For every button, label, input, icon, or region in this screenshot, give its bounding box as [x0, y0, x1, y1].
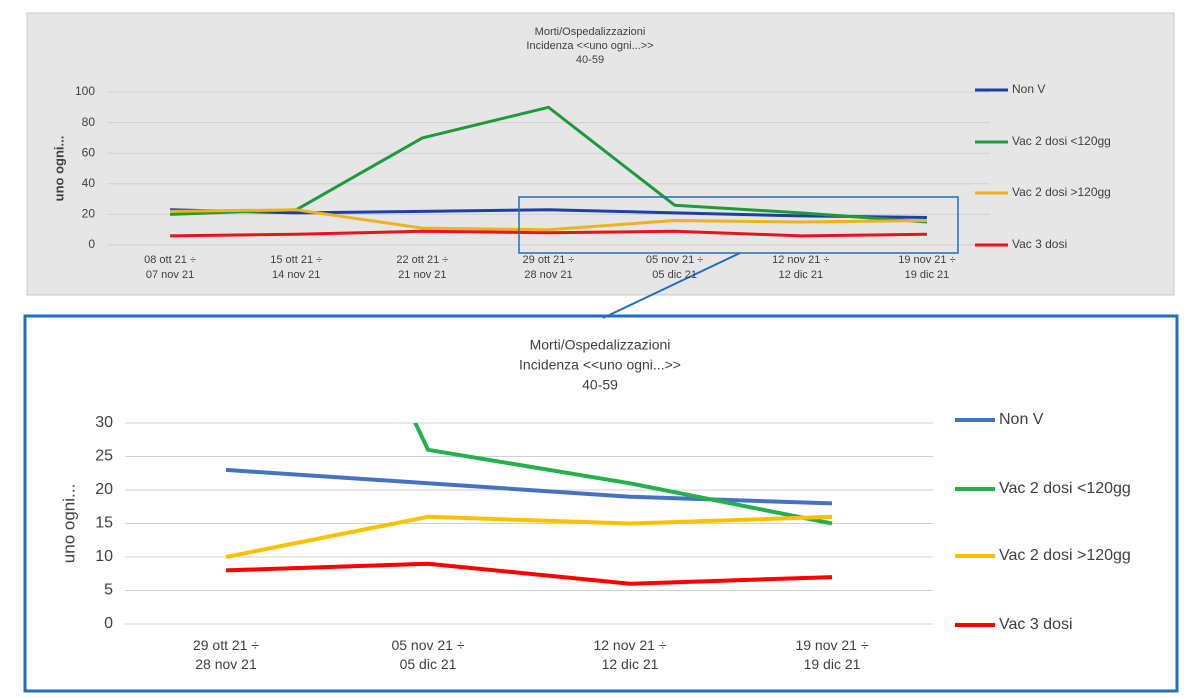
x-tick-label: 08 ott 21 ÷ 07 nov 21	[144, 254, 197, 281]
y-tick-label: 5	[104, 582, 113, 599]
x-tick-label: 12 nov 21 ÷ 12 dic 21	[772, 254, 830, 281]
chart-title: Incidenza <<uno ogni...>>	[519, 357, 681, 373]
series-line	[170, 208, 927, 232]
chart-title: Morti/Ospedalizzazioni	[535, 26, 646, 38]
legend-label: Non V	[999, 411, 1044, 428]
y-axis-label: uno ogni...	[59, 484, 78, 563]
legend-label: Vac 2 dosi <120gg	[1012, 134, 1111, 148]
series-line	[225, 514, 833, 559]
series-line	[225, 467, 833, 506]
y-axis-label: uno ogni...	[51, 136, 66, 202]
series-line	[170, 229, 927, 238]
series-line	[413, 423, 833, 526]
legend-label: Vac 2 dosi >120gg	[1012, 185, 1111, 199]
chart-title: 40-59	[582, 377, 618, 393]
legend-label: Vac 3 dosi	[999, 616, 1073, 633]
zoom-panel	[23, 314, 1179, 693]
x-tick-label: 22 ott 21 ÷ 21 nov 21	[396, 254, 449, 281]
x-tick-label: 19 nov 21 ÷ 19 dic 21	[795, 637, 869, 672]
legend-label: Non V	[1012, 82, 1045, 96]
zoom-connector	[602, 252, 741, 319]
x-tick-label: 29 ott 21 ÷ 28 nov 21	[522, 254, 575, 281]
series-line	[225, 561, 833, 586]
y-tick-label: 10	[95, 548, 113, 565]
x-tick-label: 19 nov 21 ÷ 19 dic 21	[898, 254, 956, 281]
legend-label: Vac 2 dosi >120gg	[999, 547, 1131, 564]
chart-title: Morti/Ospedalizzazioni	[530, 337, 671, 353]
y-tick-label: 20	[95, 481, 113, 498]
legend-label: Vac 3 dosi	[1012, 237, 1067, 251]
chart-title: 40-59	[576, 54, 604, 66]
plot	[225, 423, 833, 586]
y-tick-label: 15	[95, 515, 113, 532]
x-tick-label: 05 nov 21 ÷ 05 dic 21	[391, 637, 465, 672]
y-tick-label: 25	[95, 448, 113, 465]
y-tick-label: 0	[88, 237, 95, 251]
y-tick-label: 0	[104, 615, 113, 632]
y-tick-label: 60	[82, 145, 96, 159]
x-tick-label: 12 nov 21 ÷ 12 dic 21	[593, 637, 667, 672]
chart-title: Incidenza <<uno ogni...>>	[526, 40, 653, 52]
y-tick-label: 30	[95, 414, 113, 431]
y-tick-label: 40	[82, 176, 96, 190]
plot	[170, 105, 928, 238]
y-tick-label: 100	[75, 84, 95, 98]
series-line	[170, 208, 927, 219]
chart-background	[26, 12, 1175, 296]
y-tick-label: 20	[82, 207, 96, 221]
x-tick-label: 15 ott 21 ÷ 14 nov 21	[270, 254, 323, 281]
x-tick-label: 29 ott 21 ÷ 28 nov 21	[192, 637, 260, 672]
y-tick-label: 80	[82, 115, 96, 129]
x-tick-label: 05 nov 21 ÷ 05 dic 21	[645, 254, 704, 281]
legend-label: Vac 2 dosi <120gg	[999, 480, 1131, 497]
